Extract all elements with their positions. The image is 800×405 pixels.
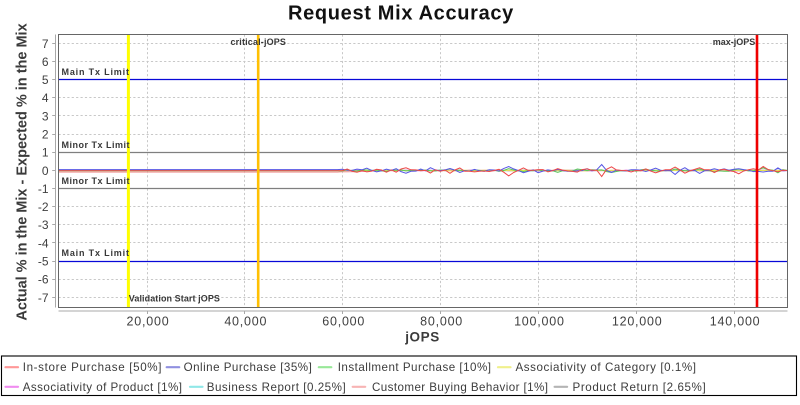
svg-text:1: 1 [42, 146, 49, 160]
svg-text:critical-jOPS: critical-jOPS [230, 37, 286, 47]
svg-text:7: 7 [42, 37, 49, 51]
svg-text:Actual % in the Mix - Expected: Actual % in the Mix - Expected % in the … [15, 23, 31, 320]
svg-text:Associativity of Product [1%]: Associativity of Product [1%] [23, 381, 183, 394]
svg-text:6: 6 [42, 55, 49, 69]
svg-text:jOPS: jOPS [404, 330, 440, 345]
svg-text:60,000: 60,000 [322, 315, 365, 329]
svg-text:Validation Start jOPS: Validation Start jOPS [129, 294, 220, 304]
svg-text:4: 4 [42, 91, 49, 105]
svg-text:Minor Tx Limit: Minor Tx Limit [62, 140, 131, 150]
svg-text:-6: -6 [38, 273, 49, 287]
svg-text:0: 0 [42, 164, 49, 178]
svg-text:80,000: 80,000 [420, 315, 463, 329]
svg-text:Product Return [2.65%]: Product Return [2.65%] [573, 381, 707, 394]
svg-text:-1: -1 [38, 182, 49, 196]
svg-text:40,000: 40,000 [224, 315, 267, 329]
svg-text:Main Tx Limit: Main Tx Limit [62, 248, 130, 258]
svg-text:-5: -5 [38, 255, 49, 269]
svg-text:5: 5 [42, 73, 49, 87]
svg-text:-3: -3 [38, 218, 49, 232]
svg-text:-4: -4 [38, 236, 49, 250]
svg-text:Associativity of Category [0.1: Associativity of Category [0.1%] [516, 361, 697, 374]
svg-text:3: 3 [42, 109, 49, 123]
svg-text:Business Report [0.25%]: Business Report [0.25%] [207, 381, 347, 394]
svg-text:140,000: 140,000 [710, 315, 761, 329]
svg-text:2: 2 [42, 128, 49, 142]
svg-text:In-store Purchase [50%]: In-store Purchase [50%] [23, 361, 162, 374]
svg-text:Minor Tx Limit: Minor Tx Limit [62, 176, 131, 186]
svg-text:-2: -2 [38, 200, 49, 214]
svg-text:-7: -7 [38, 291, 49, 305]
svg-text:Request Mix Accuracy: Request Mix Accuracy [288, 3, 514, 25]
svg-text:Online Purchase [35%]: Online Purchase [35%] [184, 361, 313, 374]
svg-text:Main Tx Limit: Main Tx Limit [62, 67, 130, 77]
svg-text:max-jOPS: max-jOPS [713, 37, 756, 47]
svg-text:100,000: 100,000 [514, 315, 565, 329]
svg-text:Installment Purchase [10%]: Installment Purchase [10%] [338, 361, 492, 374]
svg-text:20,000: 20,000 [127, 315, 170, 329]
svg-text:120,000: 120,000 [612, 315, 663, 329]
svg-text:Customer Buying Behavior [1%]: Customer Buying Behavior [1%] [372, 381, 548, 394]
